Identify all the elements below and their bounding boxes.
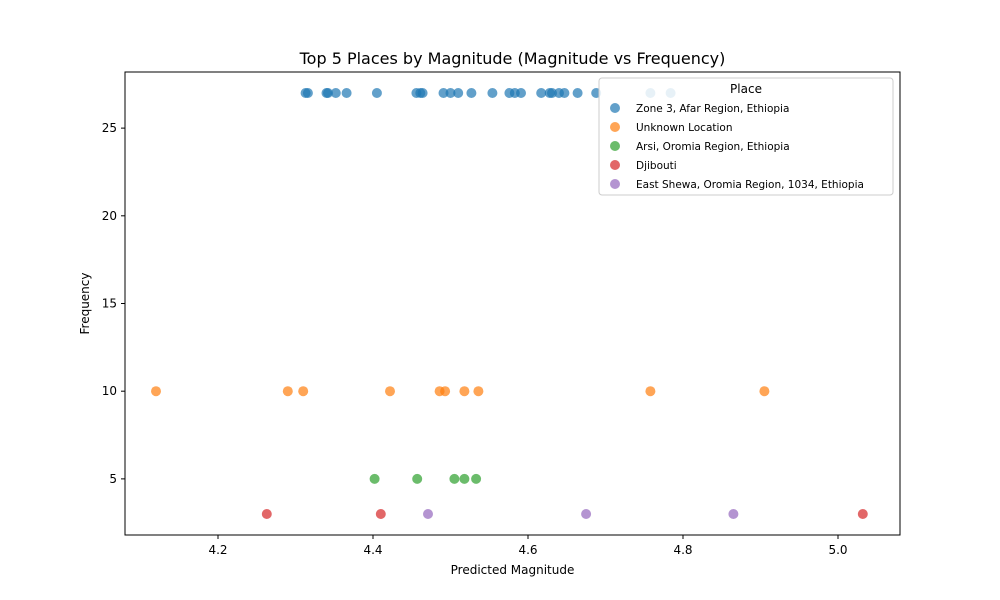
point-series-0-20 (547, 88, 557, 98)
legend-entries: Zone 3, Afar Region, Ethiopia Unknown Loc… (610, 103, 864, 191)
point-series-3-2 (857, 509, 868, 519)
point-series-0-12 (453, 88, 464, 98)
point-series-2-1 (412, 473, 423, 484)
legend-marker-2 (610, 141, 620, 151)
y-tick-label: 10 (102, 384, 117, 398)
x-tick-label: 4.6 (518, 543, 537, 557)
legend-marker-1 (610, 122, 620, 132)
legend-label-4: East Shewa, Oromia Region, 1034, Ethiopi… (636, 179, 864, 191)
point-series-0-17 (516, 88, 526, 98)
legend-marker-3 (610, 160, 620, 170)
legend-title: Place (730, 82, 762, 96)
legend-label-1: Unknown Location (636, 122, 733, 134)
x-tick-label: 5.0 (828, 543, 847, 557)
point-series-4-0 (423, 509, 433, 519)
point-series-2-3 (459, 473, 470, 484)
y-tick-label: 25 (102, 121, 117, 135)
x-tick-label: 4.4 (363, 543, 382, 557)
y-tick-label: 5 (109, 472, 117, 486)
point-series-1-7 (473, 386, 484, 397)
point-series-2-2 (449, 473, 460, 484)
legend-marker-4 (610, 179, 620, 189)
points-layer (151, 88, 868, 519)
y-tick-label: 20 (102, 209, 117, 223)
point-series-4-2 (728, 509, 739, 519)
point-series-0-6 (371, 88, 382, 98)
point-series-0-3 (323, 88, 333, 98)
x-axis: 4.2 4.4 4.6 4.8 5.0 (208, 535, 848, 557)
point-series-0-22 (559, 88, 570, 98)
legend-label-3: Djibouti (636, 160, 677, 172)
legend: Place Zone 3, Afar Region, Ethiopia Unkno… (598, 77, 894, 196)
point-series-2-0 (369, 473, 380, 484)
point-series-1-0 (151, 386, 161, 397)
chart-title: Top 5 Places by Magnitude (Magnitude vs … (299, 49, 726, 68)
point-series-0-13 (466, 88, 477, 98)
point-series-0-10 (438, 88, 449, 98)
legend-label-2: Arsi, Oromia Region, Ethiopia (636, 141, 790, 153)
point-series-0-11 (445, 88, 456, 98)
point-series-1-9 (759, 386, 770, 397)
point-series-0-9 (417, 88, 428, 98)
point-series-0-5 (341, 88, 352, 98)
point-series-1-8 (645, 386, 656, 397)
point-series-3-1 (375, 509, 386, 519)
x-tick-label: 4.8 (673, 543, 692, 557)
point-series-1-2 (298, 386, 309, 397)
point-series-4-1 (581, 509, 592, 519)
y-axis-label: Frequency (78, 273, 92, 335)
point-series-0-23 (572, 88, 583, 98)
y-axis: 5 10 15 20 25 (102, 121, 125, 486)
legend-box (598, 77, 894, 196)
x-tick-label: 4.2 (208, 543, 227, 557)
point-series-0-18 (536, 88, 547, 98)
x-axis-label: Predicted Magnitude (451, 563, 575, 577)
point-series-0-1 (302, 88, 313, 98)
point-series-0-14 (487, 88, 498, 98)
legend-label-0: Zone 3, Afar Region, Ethiopia (636, 103, 789, 115)
point-series-2-4 (471, 473, 482, 484)
point-series-1-5 (440, 386, 451, 397)
point-series-1-3 (385, 386, 395, 397)
y-tick-label: 15 (102, 297, 117, 311)
legend-marker-0 (610, 103, 620, 113)
point-series-3-0 (261, 509, 272, 519)
point-series-1-6 (459, 386, 470, 397)
point-series-1-1 (282, 386, 293, 397)
point-series-0-4 (330, 88, 341, 98)
